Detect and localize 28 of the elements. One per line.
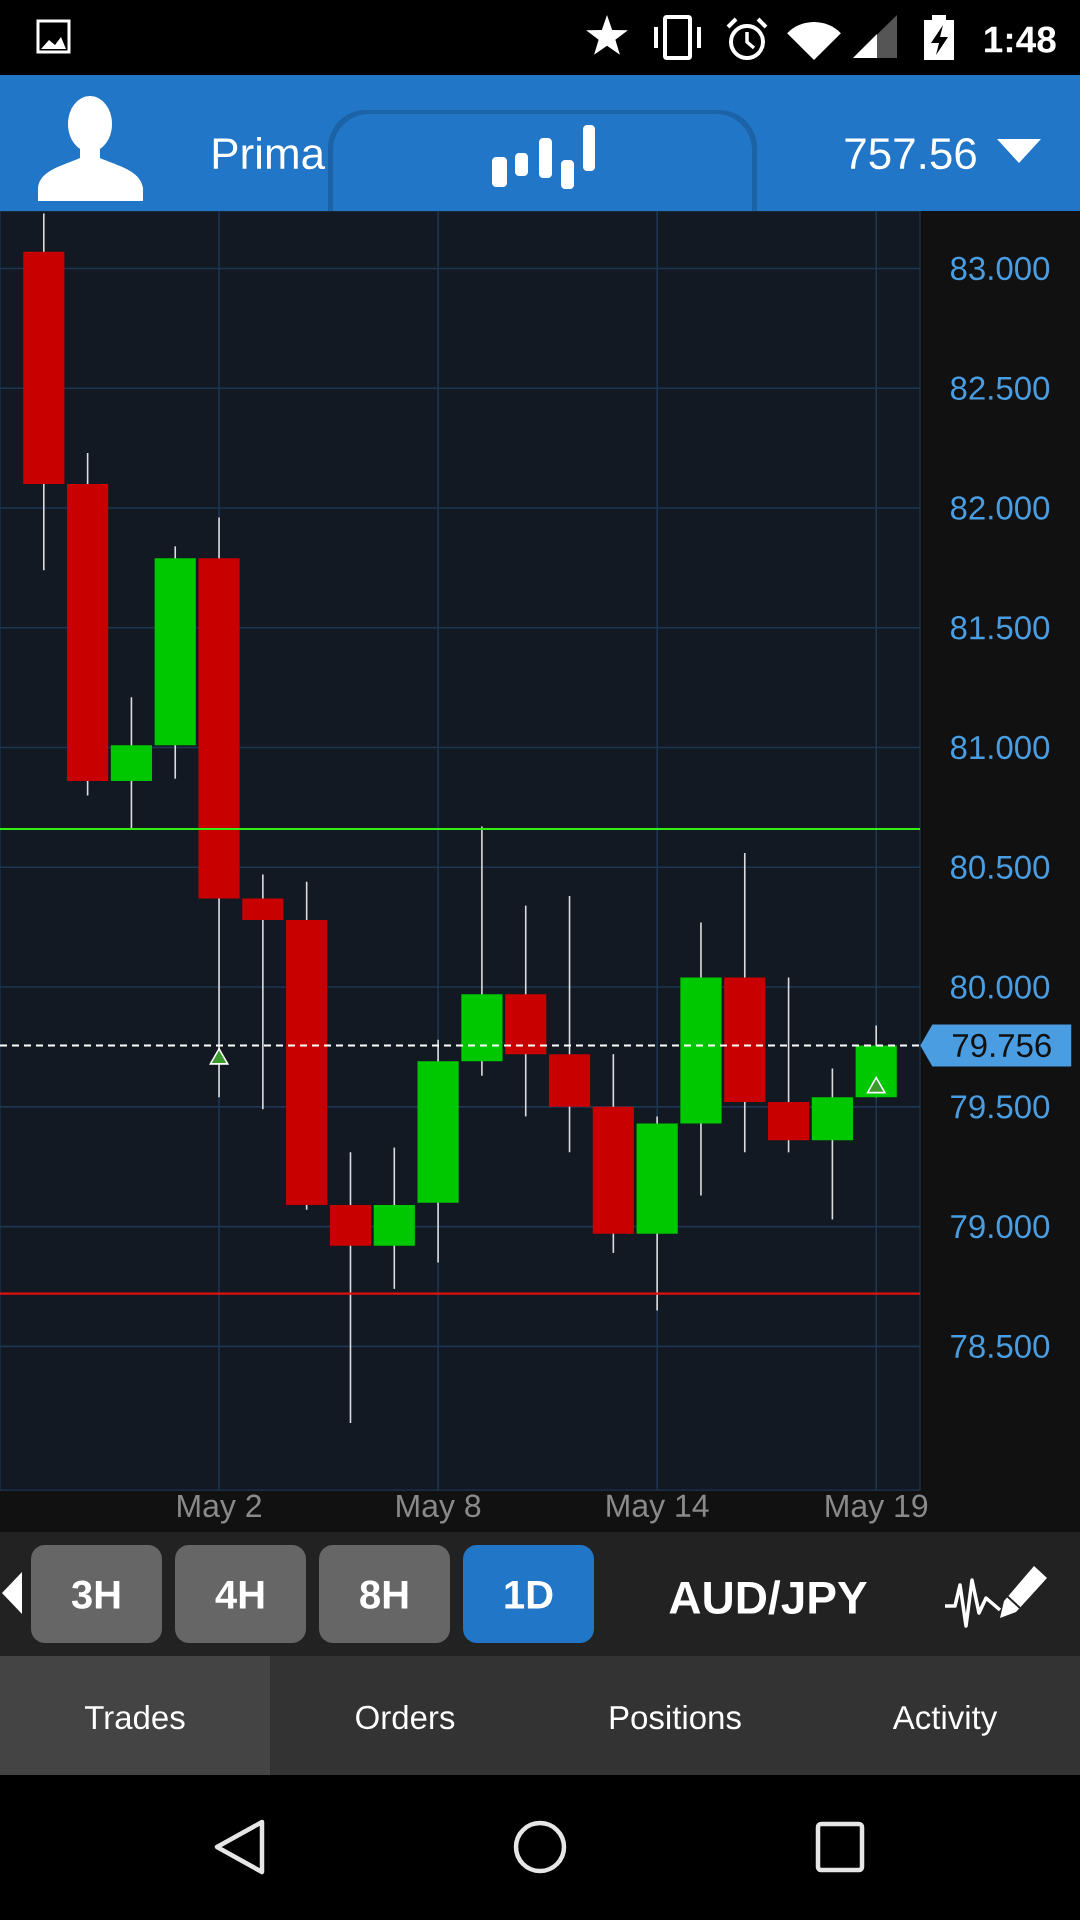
y-tick-label: 80.500 [950, 855, 1050, 879]
text: 1:48 [985, 26, 1056, 53]
x-tick-label: May 19 [826, 1494, 928, 1524]
text: Trades [84, 1705, 185, 1730]
y-tick-label: 83.000 [950, 256, 1050, 281]
x-tick-label: May 2 [178, 1494, 261, 1524]
text: 1D [505, 1580, 553, 1609]
x-tick-label: May 14 [607, 1494, 709, 1524]
y-tick-label: 82.000 [950, 496, 1050, 520]
text: 8H [360, 1580, 408, 1609]
text: Activity [892, 1705, 998, 1736]
text: 757.56 [845, 138, 976, 170]
text: 4H [215, 1580, 264, 1609]
text: Prima [213, 136, 326, 170]
y-tick-label: 79.500 [951, 1095, 1050, 1119]
y-tick-label: 81.500 [950, 616, 1050, 640]
text: Positions [610, 1705, 741, 1730]
y-tick-label: 82.500 [950, 376, 1050, 400]
text: Orders [356, 1705, 455, 1730]
text: AUD/JPY [669, 1580, 867, 1615]
y-tick-label: 78.500 [951, 1334, 1050, 1359]
y-tick-label: 81.000 [950, 735, 1050, 760]
candlestick [242, 873, 284, 1111]
y-tick-label: 80.000 [950, 975, 1050, 999]
x-tick-label: May 8 [397, 1494, 481, 1524]
ref-line-label: 79.756 [953, 1033, 1051, 1058]
text: 3H [71, 1580, 120, 1609]
y-tick-label: 79.000 [951, 1214, 1050, 1239]
